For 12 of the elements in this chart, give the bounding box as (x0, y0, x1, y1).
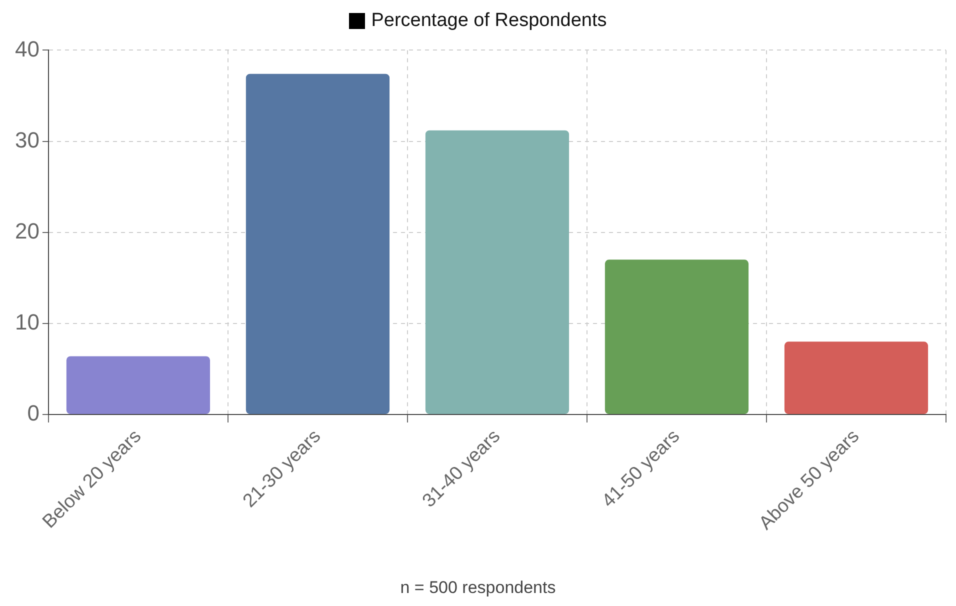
y-tick-label: 20 (14, 218, 40, 244)
y-tick-label: 30 (14, 127, 40, 152)
bar (66, 356, 210, 414)
bar (604, 260, 749, 414)
bar (246, 74, 390, 414)
bar (784, 342, 928, 414)
y-tick-label: 10 (14, 310, 40, 335)
y-tick-label: 40 (14, 36, 40, 62)
text: Percentage of Respondents (371, 10, 607, 32)
bar (425, 130, 570, 414)
y-tick-label: 0 (27, 400, 40, 426)
text: n = 500 respondents (399, 578, 557, 598)
